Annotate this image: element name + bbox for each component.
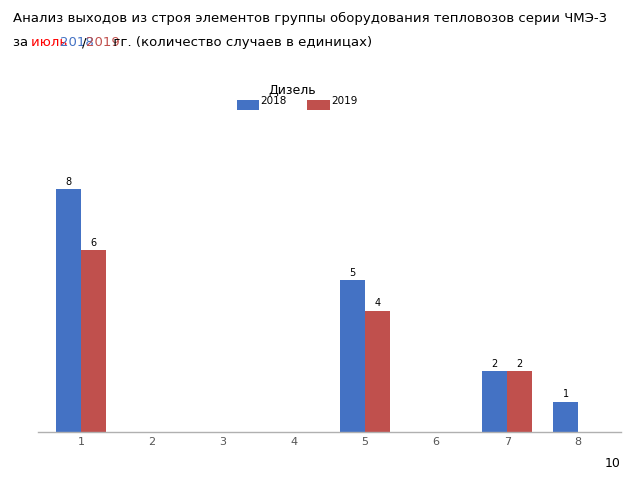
Text: 2: 2 <box>516 359 523 369</box>
Text: 10: 10 <box>605 457 621 470</box>
Bar <box>365 311 390 432</box>
Text: 2019: 2019 <box>331 96 357 106</box>
Bar <box>554 402 578 432</box>
Text: 2: 2 <box>492 359 498 369</box>
Text: 8: 8 <box>65 177 72 187</box>
Text: 4: 4 <box>374 298 381 308</box>
Text: 5: 5 <box>349 268 356 278</box>
Text: 1: 1 <box>563 389 569 399</box>
Text: за: за <box>13 36 32 49</box>
Bar <box>340 280 365 432</box>
Text: /: / <box>82 36 86 49</box>
Text: 2018: 2018 <box>60 36 93 49</box>
Text: июль: июль <box>31 36 71 49</box>
Text: 2019: 2019 <box>86 36 120 49</box>
Text: 2018: 2018 <box>260 96 287 106</box>
Bar <box>81 250 106 432</box>
Text: Дизель: Дизель <box>269 84 316 97</box>
Text: Анализ выходов из строя элементов группы оборудования тепловозов серии ЧМЭ-3: Анализ выходов из строя элементов группы… <box>13 12 607 25</box>
Bar <box>507 372 532 432</box>
Bar <box>483 372 507 432</box>
Text: гг. (количество случаев в единицах): гг. (количество случаев в единицах) <box>109 36 372 49</box>
Bar <box>56 190 81 432</box>
Text: 6: 6 <box>90 238 97 248</box>
